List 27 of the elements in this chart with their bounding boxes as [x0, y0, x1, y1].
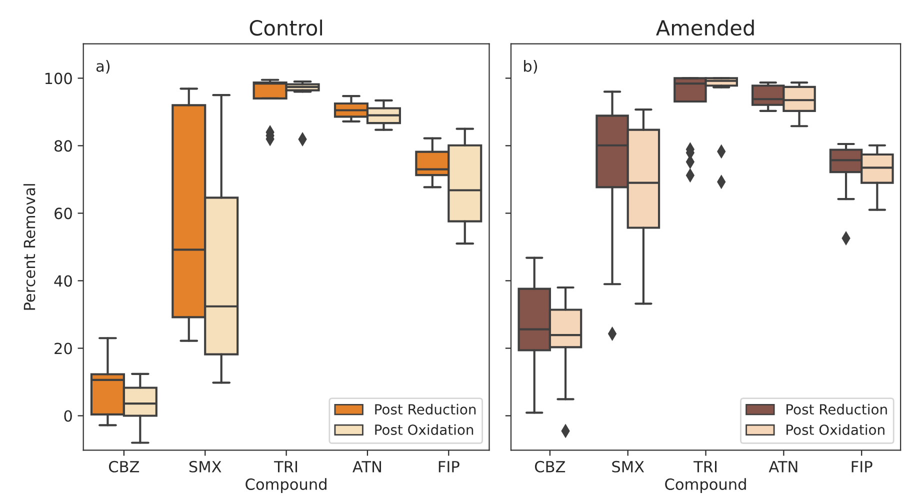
y-tick-label: 100	[45, 72, 72, 84]
y-axis-title: Percent Removal	[23, 184, 36, 310]
y-tick-label: 20	[54, 342, 72, 354]
x-axis-title: Compound	[246, 478, 326, 493]
y-tick-label: 0	[64, 410, 72, 422]
x-tick-label: FIP	[852, 461, 872, 472]
x-tick-label: CBZ	[108, 460, 140, 472]
x-tick-label: FIP	[438, 461, 460, 472]
y-tick-label: 80	[54, 140, 72, 152]
chart-title: Amended	[656, 20, 754, 36]
annotation: a)	[96, 60, 110, 74]
x-tick-label: CBZ	[534, 460, 566, 472]
legend-label: Post Oxidation	[375, 424, 474, 435]
y-tick-label: 60	[54, 208, 72, 220]
legend-label: Post Oxidation	[786, 424, 884, 435]
x-tick-label: SMX	[189, 460, 222, 472]
legend-label: Post Reduction	[786, 404, 887, 415]
x-tick-label: TRI	[274, 461, 298, 472]
y-tick-label: 40	[54, 275, 72, 287]
chart-title: Control	[250, 20, 322, 36]
legend-label: Post Reduction	[375, 404, 476, 415]
x-tick-label: ATN	[768, 461, 798, 472]
x-axis-title: Compound	[665, 478, 746, 493]
x-tick-label: TRI	[694, 461, 716, 472]
x-tick-label: ATN	[352, 461, 381, 472]
x-tick-label: SMX	[612, 460, 644, 472]
annotation: b)	[524, 60, 538, 74]
